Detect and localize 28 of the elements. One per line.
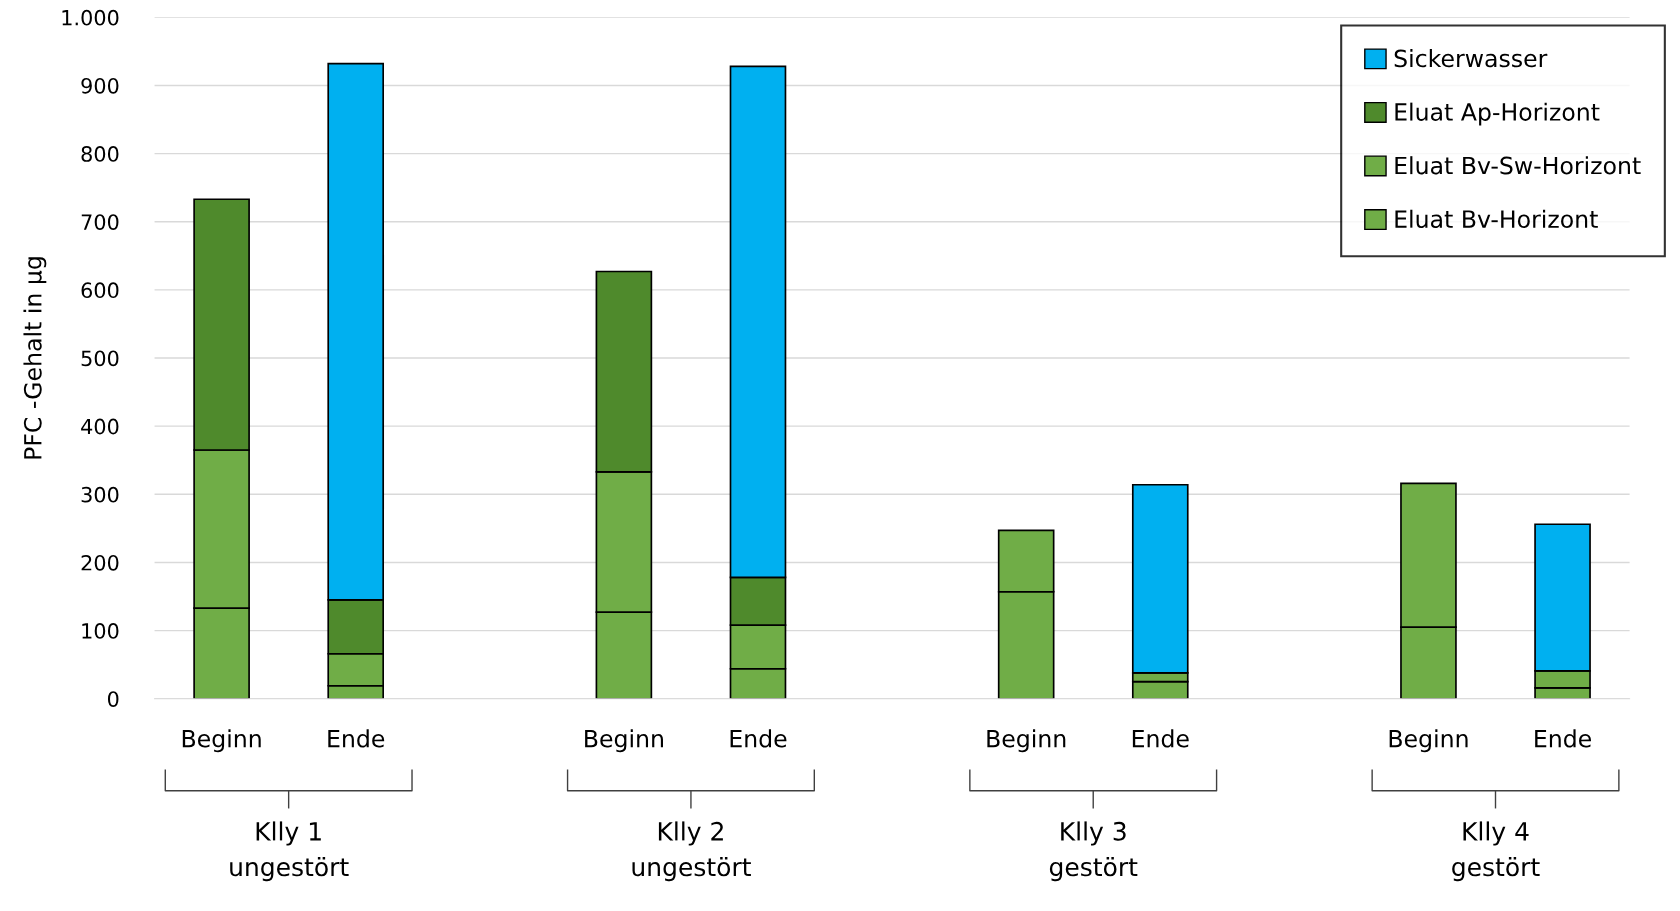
legend-label: Eluat Ap-Horizont — [1395, 102, 1600, 126]
y-tick-label: 0 — [107, 691, 119, 707]
legend-label: Sickerwasser — [1394, 49, 1548, 68]
y-tick-label: 1.000 — [62, 9, 119, 26]
x-tick-label: Ende — [1535, 729, 1591, 748]
y-tick-label: 100 — [82, 623, 119, 639]
x-tick-label: Beginn — [182, 729, 261, 753]
x-tick-label: Beginn — [987, 729, 1066, 753]
y-axis-title: PFC -Gehalt in µg — [23, 257, 47, 459]
legend-label: Eluat Bv-Horizont — [1395, 209, 1598, 229]
text: Klly 2 ungestört — [632, 821, 751, 882]
y-tick-label: 700 — [81, 214, 119, 230]
x-tick-label: Beginn — [585, 729, 663, 753]
x-tick-label: Ende — [1132, 729, 1189, 748]
x-tick-label: Beginn — [1389, 729, 1468, 753]
x-tick-label: Ende — [328, 729, 385, 748]
y-tick-label: 400 — [81, 418, 119, 435]
y-tick-label: 600 — [81, 282, 119, 299]
y-tick-label: 200 — [81, 554, 119, 571]
y-tick-label: 900 — [81, 77, 119, 94]
text: Klly 4 gestört — [1452, 821, 1540, 882]
text: Klly 1 ungestört — [230, 821, 349, 882]
y-tick-label: 300 — [81, 486, 119, 503]
legend-label: Eluat Bv-Sw-Horizont — [1395, 156, 1641, 175]
x-tick-label: Ende — [730, 729, 787, 748]
y-tick-label: 500 — [81, 350, 119, 367]
y-tick-label: 800 — [81, 146, 119, 162]
text: Klly 3 gestört — [1049, 821, 1138, 882]
